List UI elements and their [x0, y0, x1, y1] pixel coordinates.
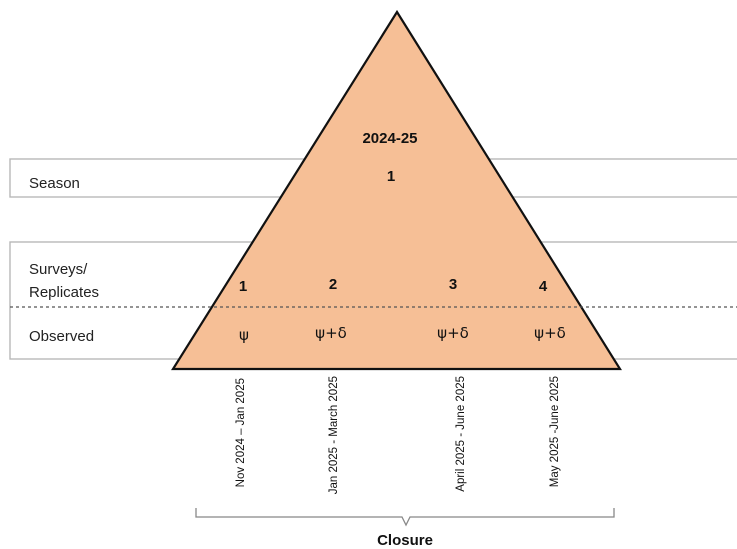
- survey-dates: Nov 2024 – Jan 2025: [235, 378, 247, 487]
- survey-number: 4: [539, 278, 548, 295]
- survey-dates: Jan 2025 - March 2025: [328, 376, 340, 494]
- survey-number: 3: [449, 276, 457, 293]
- observed-label: Observed: [29, 328, 94, 345]
- observed-parameter: ψ+δ: [437, 324, 469, 342]
- survey-dates: May 2025 -June 2025: [549, 376, 561, 487]
- season-value: 2024-25: [362, 130, 417, 147]
- observed-parameter: ψ: [239, 326, 249, 344]
- survey-dates: April 2025 - June 2025: [455, 376, 467, 492]
- survey-number: 2: [329, 276, 337, 293]
- closure-brace: [195, 508, 615, 527]
- observed-parameter: ψ+δ: [534, 324, 566, 342]
- surveys-label-line1: Surveys/: [29, 261, 88, 278]
- surveys-label-line2: Replicates: [29, 284, 99, 301]
- season-label: Season: [29, 175, 80, 192]
- survey-number: 1: [239, 278, 247, 295]
- design-triangle: [171, 9, 622, 371]
- season-number: 1: [387, 168, 395, 185]
- closure-label: Closure: [377, 532, 433, 549]
- observed-parameter: ψ+δ: [315, 324, 347, 342]
